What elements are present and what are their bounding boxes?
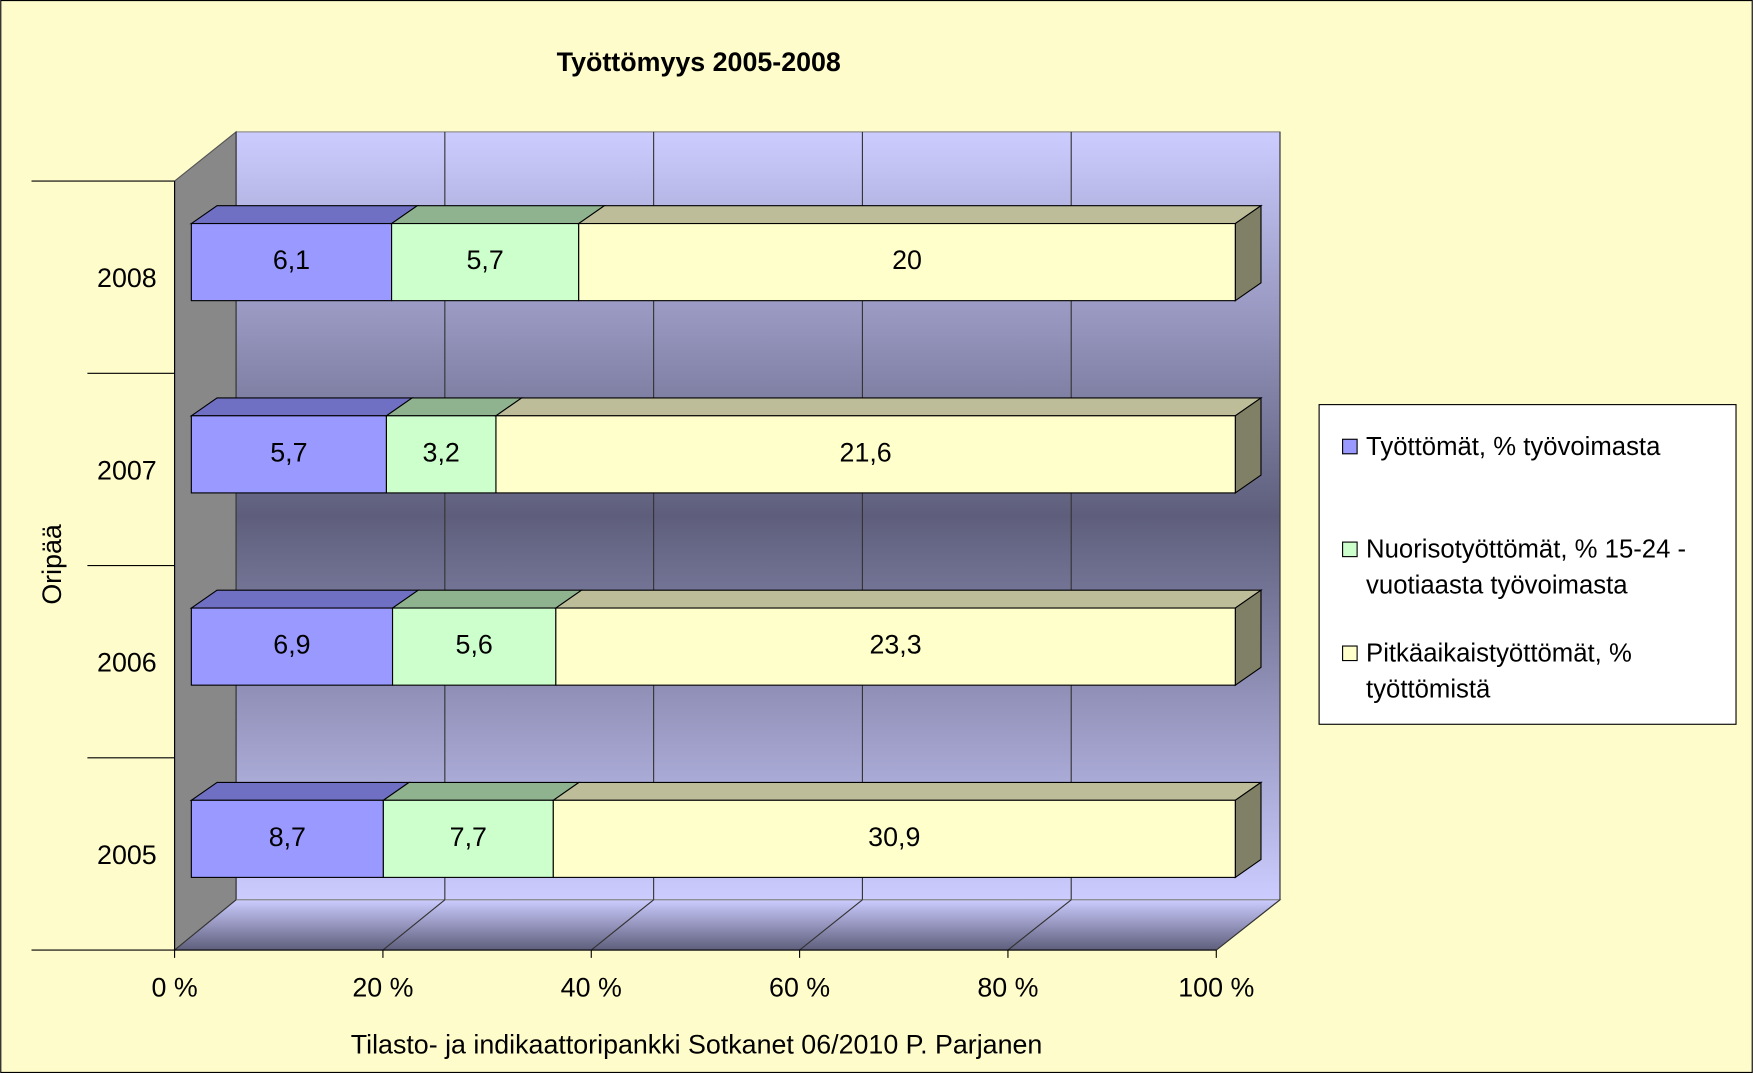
- y-tick-label: 2007: [97, 455, 157, 485]
- x-tick-label: 40 %: [561, 972, 622, 1002]
- floor-grid-line: [1007, 899, 1072, 951]
- legend-label: Työttömät, % työvoimasta: [1366, 431, 1661, 461]
- data-label: 3,2: [423, 437, 460, 467]
- y-tick-label: 2006: [97, 648, 157, 678]
- legend-entry: Pitkäaikaistyöttömät, % työttömistä: [1366, 638, 1632, 704]
- bar-top: [189, 589, 421, 609]
- chart-title: Työttömyys 2005-2008: [557, 47, 841, 77]
- y-tick-label: 2005: [97, 840, 157, 870]
- x-tick-label: 20 %: [352, 972, 413, 1002]
- bar-face: [190, 799, 384, 878]
- data-label: 21,6: [840, 437, 892, 467]
- floor: [173, 899, 1282, 951]
- bar: [189, 589, 421, 686]
- bar: [384, 397, 524, 494]
- bar: [554, 589, 1263, 687]
- data-label: 30,9: [868, 822, 920, 852]
- bar-top: [551, 781, 1263, 801]
- bar: [189, 781, 411, 878]
- bar-face: [382, 799, 554, 878]
- data-label: 23,3: [869, 630, 921, 660]
- floor-grid-line: [382, 899, 446, 951]
- bar: [381, 781, 581, 878]
- legend-swatch: [1342, 541, 1358, 558]
- legend-swatch: [1342, 438, 1358, 455]
- bar: [494, 396, 1263, 494]
- bar-top: [189, 781, 411, 801]
- bar-face: [190, 415, 388, 494]
- data-label: 5,7: [270, 437, 307, 467]
- data-label: 8,7: [269, 822, 306, 852]
- legend-label: Nuorisotyöttömät, % 15-24 -vuotiaasta ty…: [1366, 534, 1687, 600]
- bar: [389, 205, 607, 302]
- bar-top: [389, 205, 607, 225]
- bar: [551, 781, 1263, 879]
- bar-face: [391, 607, 557, 686]
- bar: [390, 589, 584, 686]
- bar-face: [552, 799, 1236, 878]
- legend-entry: Työttömät, % työvoimasta: [1366, 431, 1661, 461]
- bar-top: [381, 781, 581, 801]
- floor-grid-line: [799, 899, 863, 951]
- x-tick-label: 80 %: [977, 972, 1038, 1002]
- bar-top: [189, 397, 414, 417]
- legend-label: Pitkäaikaistyöttömät, % työttömistä: [1366, 638, 1632, 704]
- bar-face: [495, 415, 1236, 494]
- data-label: 5,6: [456, 630, 493, 660]
- data-label: 20: [892, 245, 922, 275]
- bar-top: [554, 589, 1263, 609]
- bar-top: [390, 589, 584, 609]
- bar-face: [190, 607, 394, 686]
- legend: [1318, 404, 1737, 725]
- bar-face: [190, 222, 393, 302]
- x-tick-label: 60 %: [769, 972, 830, 1002]
- floor-grid-line: [590, 899, 654, 951]
- x-tick-label: 100 %: [1178, 972, 1254, 1002]
- y-tick-label: 2008: [97, 263, 157, 293]
- bar-top: [576, 205, 1263, 225]
- floor-grid-line: [1215, 899, 1281, 951]
- bar-top: [494, 397, 1263, 417]
- data-label: 6,1: [273, 245, 310, 275]
- bar: [189, 397, 414, 494]
- data-label: 5,7: [467, 245, 504, 275]
- bar-face: [555, 607, 1236, 686]
- bar-face: [391, 222, 580, 302]
- x-axis-title: Tilasto- ja indikaattoripankki Sotkanet …: [351, 1029, 1043, 1059]
- bar-face: [385, 415, 497, 494]
- data-label: 7,7: [450, 822, 487, 852]
- bar: [189, 205, 420, 302]
- bar-top: [189, 205, 420, 225]
- floor-grid-line: [174, 899, 237, 951]
- legend-swatch: [1342, 645, 1358, 662]
- data-label: 6,9: [273, 630, 310, 660]
- bar: [576, 204, 1263, 302]
- legend-entry: Nuorisotyöttömät, % 15-24 -vuotiaasta ty…: [1366, 534, 1687, 600]
- bar-face: [578, 222, 1236, 302]
- x-tick-label: 0 %: [151, 972, 197, 1002]
- y-axis-title: Oripää: [37, 524, 67, 605]
